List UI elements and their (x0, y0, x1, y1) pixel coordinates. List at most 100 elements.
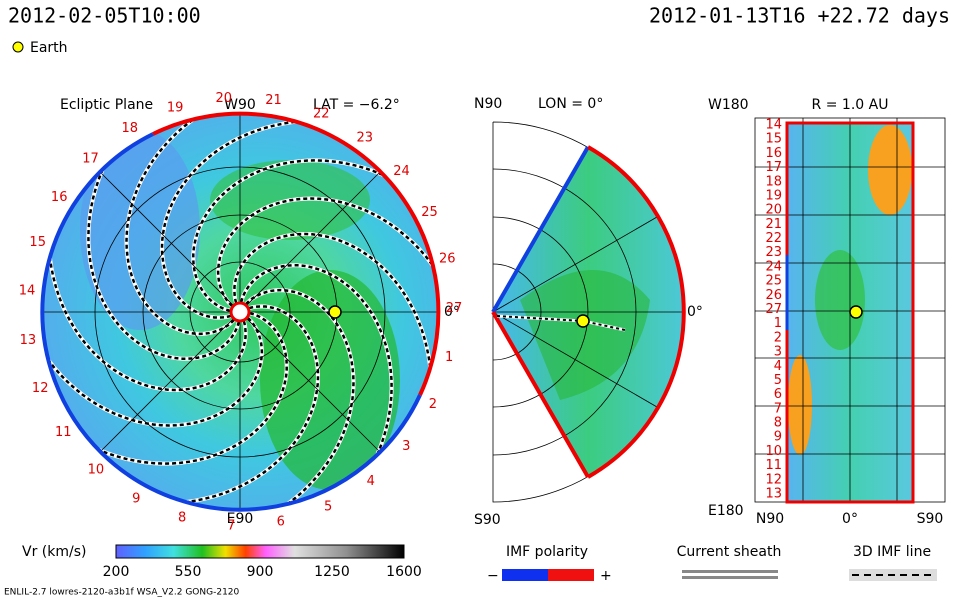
row-label: 26 (765, 288, 782, 303)
spiral (42, 317, 264, 427)
spiral (87, 140, 241, 360)
row-label: 16 (765, 146, 782, 161)
earth (328, 305, 342, 319)
longitude-label: 18 (122, 121, 139, 136)
col-label: S90 (917, 511, 944, 527)
longitude-label: 6 (277, 515, 285, 530)
earth (576, 314, 590, 328)
earth (849, 305, 863, 319)
row-label: 1 (774, 316, 782, 331)
row-label: 5 (774, 373, 782, 388)
longitude-label: 26 (439, 252, 456, 267)
row-label: 3 (774, 345, 782, 360)
colorbar-tick-label: 200 (103, 564, 130, 580)
row-label: 11 (765, 458, 782, 473)
row-label: 8 (774, 416, 782, 431)
colorbar-tick-label: 1600 (386, 564, 422, 580)
row-label: 18 (765, 174, 782, 189)
longitude-label: 25 (421, 205, 438, 220)
spiral (245, 288, 355, 510)
imf-title: IMF polarity (506, 544, 588, 560)
row-label: 10 (765, 444, 782, 459)
row-label: 21 (765, 217, 782, 232)
colorbar-tick-label: 900 (247, 564, 274, 580)
row-label: 9 (774, 430, 782, 445)
sheath-line (682, 570, 778, 573)
longitude-label: 20 (216, 91, 233, 106)
row-label: 7 (774, 401, 782, 416)
longitude-label: 12 (32, 381, 49, 396)
longitude-label: 10 (88, 463, 105, 478)
row-label: 27 (765, 302, 782, 317)
longitude-label: 24 (393, 164, 410, 179)
row-label: 17 (765, 160, 782, 175)
imf-line-title: 3D IMF line (853, 544, 931, 560)
bottom-label: S90 (474, 512, 501, 528)
longitude-label: 16 (51, 190, 68, 205)
earth-legend: Earth (30, 40, 68, 56)
longitude-label: 8 (178, 511, 186, 526)
longitude-label: 21 (265, 93, 282, 108)
row-label: 23 (765, 245, 782, 260)
run-info: 2012-01-13T16 +22.72 days (649, 4, 950, 28)
top-label: N90 (474, 96, 502, 112)
longitude-label: 15 (29, 235, 46, 250)
row-label: 19 (765, 188, 782, 203)
colorbar (115, 544, 405, 559)
row-label: 12 (765, 472, 782, 487)
longitude-label: 1 (445, 350, 453, 365)
spiral (192, 159, 412, 313)
row-label: 25 (765, 274, 782, 289)
imf-negative (502, 569, 548, 581)
longitude-label: 4 (367, 474, 375, 489)
panel-title: R = 1.0 AU (812, 97, 889, 113)
lon-label: LON = 0° (538, 96, 603, 112)
row-label: 22 (765, 231, 782, 246)
sheath-title: Current sheath (677, 544, 782, 560)
row-label: 20 (765, 203, 782, 218)
longitude-label: 22 (313, 107, 330, 122)
longitude-label: 17 (82, 151, 99, 166)
longitude-label: 7 (227, 518, 235, 533)
longitude-label: 14 (19, 283, 36, 298)
spiral (125, 114, 235, 336)
longitude-label: 27 (446, 301, 463, 316)
col-label: 0° (842, 511, 858, 527)
top-label: W90 (224, 97, 256, 113)
longitude-label: 19 (167, 101, 184, 116)
row-label: 15 (765, 132, 782, 147)
longitude-label: 23 (357, 131, 374, 146)
imf-positive (548, 569, 594, 581)
row-label: 13 (765, 487, 782, 502)
spiral (239, 264, 393, 484)
row-label: 14 (765, 118, 782, 133)
right-label: 0° (687, 304, 703, 320)
longitude-label: 13 (20, 333, 37, 348)
longitude-label: 9 (132, 492, 140, 507)
longitude-label: 11 (55, 425, 72, 440)
date: 2012-02-05T10:00 (8, 4, 201, 28)
lat-label: LAT = −6.2° (313, 97, 400, 113)
earth-icon (12, 41, 24, 53)
colorbar-label: Vr (km/s) (22, 544, 86, 560)
footer: ENLIL-2.7 lowres-2120-a3b1f WSA_V2.2 GON… (4, 588, 240, 598)
bottom-label: E90 (227, 511, 254, 527)
colorbar-tick-label: 1250 (314, 564, 350, 580)
sheath-line (682, 576, 778, 579)
spiral (216, 197, 438, 307)
imf-minus: − (487, 568, 499, 584)
colorbar-tick-label: 550 (175, 564, 202, 580)
longitude-label: 3 (402, 439, 410, 454)
col-label: N90 (756, 511, 784, 527)
corner-bottom: E180 (708, 503, 744, 519)
right-label: 0° (444, 304, 460, 320)
panel-title: Ecliptic Plane (60, 97, 153, 113)
row-label: 2 (774, 330, 782, 345)
imf-plus: + (600, 568, 612, 584)
row-label: 6 (774, 387, 782, 402)
meridional-panel: N90 LON = 0° S90 0° (474, 96, 703, 528)
spiral (68, 311, 288, 465)
row-label: 24 (765, 259, 782, 274)
longitude-label: 2 (429, 397, 437, 412)
